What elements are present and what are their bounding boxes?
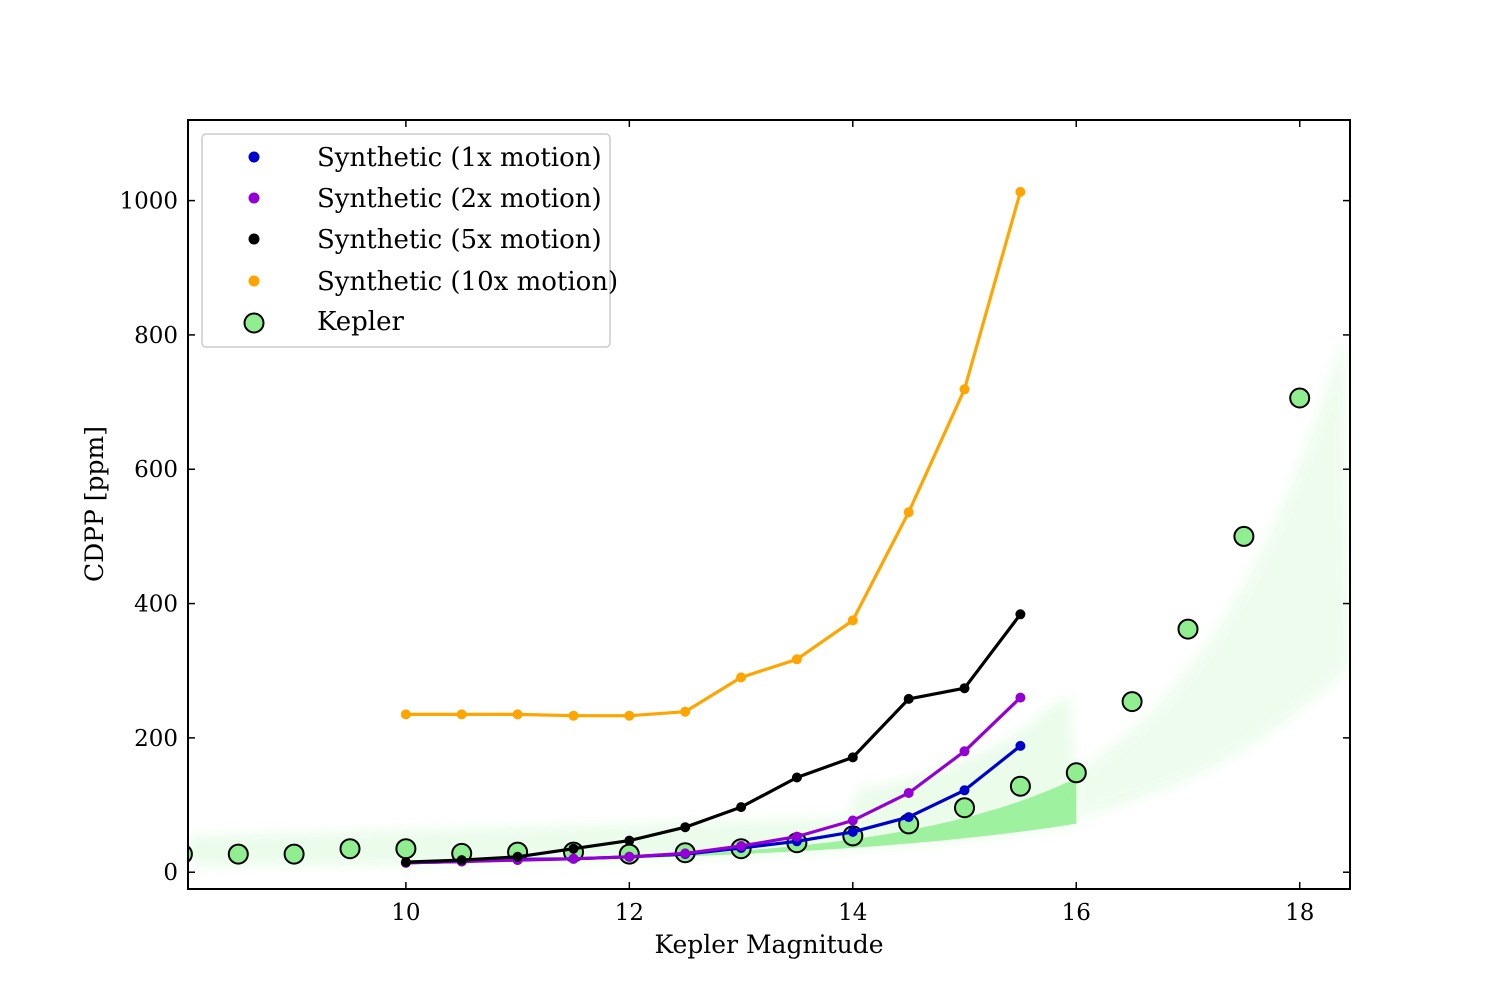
legend-label-5x: Synthetic (5x motion) <box>317 225 602 255</box>
data-point-1-6 <box>736 841 747 851</box>
legend-entry-2x: Synthetic (2x motion) <box>248 184 602 214</box>
x-tick-label-1: 12 <box>615 900 644 926</box>
data-point-3-11 <box>1015 186 1026 197</box>
legend: Synthetic (1x motion) Synthetic (2x moti… <box>201 133 618 348</box>
kepler-point-16 <box>1065 762 1087 784</box>
data-point-3-9 <box>903 507 914 518</box>
data-point-1-8 <box>847 815 858 826</box>
y-tick-label-5: 1000 <box>119 189 178 215</box>
y-axis-label: CDPP [ppm] <box>80 426 109 582</box>
y-axis-ticks: 0 200 400 600 800 1000 <box>119 189 1350 886</box>
kepler-point-15 <box>1009 775 1031 797</box>
data-point-3-0 <box>400 709 411 720</box>
data-point-1-5 <box>680 848 691 859</box>
data-point-2-11 <box>1015 609 1026 620</box>
legend-entry-1x: Synthetic (1x motion) <box>248 143 602 173</box>
series-line-2 <box>405 613 1022 864</box>
data-point-2-9 <box>903 693 914 704</box>
legend-entry-5x: Synthetic (5x motion) <box>248 225 602 255</box>
legend-marker-kepler <box>243 312 265 334</box>
data-point-2-10 <box>959 683 970 694</box>
data-point-0-8 <box>847 826 858 837</box>
data-point-3-6 <box>736 672 747 683</box>
legend-marker-2x <box>248 192 260 204</box>
plot-frame <box>187 119 1351 890</box>
data-point-3-2 <box>512 709 523 720</box>
kepler-point-19 <box>1233 525 1255 547</box>
y-tick-label-4: 800 <box>134 323 178 349</box>
data-point-3-7 <box>791 654 802 665</box>
data-point-0-11 <box>1015 740 1026 751</box>
kepler-point-17 <box>1121 691 1143 713</box>
data-point-3-1 <box>456 709 467 720</box>
series-line-3 <box>405 191 1022 718</box>
series-2 <box>400 609 1026 868</box>
legend-box <box>201 133 611 348</box>
legend-entry-kepler: Kepler <box>243 307 404 337</box>
y-tick-label-1: 200 <box>134 726 178 752</box>
data-point-1-4 <box>624 851 635 862</box>
legend-marker-1x <box>248 151 260 163</box>
data-point-2-5 <box>680 822 691 833</box>
x-tick-label-2: 14 <box>838 900 867 926</box>
legend-label-2x: Synthetic (2x motion) <box>317 184 602 214</box>
data-point-0-9 <box>903 812 914 823</box>
x-tick-label-4: 18 <box>1285 900 1314 926</box>
data-point-2-3 <box>568 843 579 854</box>
data-point-3-4 <box>624 710 635 721</box>
data-point-1-10 <box>959 746 970 757</box>
kepler-point-20 <box>1289 387 1311 409</box>
data-point-2-4 <box>624 835 635 846</box>
data-point-2-2 <box>512 851 523 862</box>
data-point-0-10 <box>959 785 970 796</box>
y-tick-label-3: 600 <box>134 457 178 483</box>
data-point-2-6 <box>736 802 747 813</box>
x-tick-label-3: 16 <box>1062 900 1091 926</box>
series-layer <box>188 186 1311 868</box>
data-point-1-7 <box>791 831 802 842</box>
legend-marker-5x <box>248 233 260 245</box>
y-tick-label-2: 400 <box>134 592 178 618</box>
kepler-point-4 <box>395 838 417 860</box>
x-tick-label-0: 10 <box>391 900 420 926</box>
kepler-cloud-core <box>461 778 1077 862</box>
x-axis-ticks: 10 12 14 16 18 <box>391 120 1314 926</box>
data-point-3-10 <box>959 384 970 395</box>
data-point-3-5 <box>680 706 691 717</box>
data-point-3-8 <box>847 615 858 626</box>
series-3 <box>400 186 1026 721</box>
data-point-2-7 <box>791 772 802 783</box>
kepler-point-2 <box>283 843 305 865</box>
legend-marker-10x <box>248 275 260 287</box>
data-point-1-9 <box>903 788 914 798</box>
legend-label-1x: Synthetic (1x motion) <box>317 143 602 173</box>
legend-label-kepler: Kepler <box>317 307 404 337</box>
kepler-point-14 <box>954 797 975 819</box>
series-line-1 <box>405 696 1022 865</box>
data-point-1-3 <box>568 853 579 864</box>
data-point-3-3 <box>568 710 579 721</box>
kepler-point-1 <box>227 843 249 865</box>
data-point-1-11 <box>1015 692 1026 703</box>
kepler-point-3 <box>339 838 361 860</box>
legend-entry-10x: Synthetic (10x motion) <box>248 267 618 297</box>
kepler-cloud-tail <box>1076 331 1350 817</box>
y-tick-label-0: 0 <box>163 860 178 886</box>
data-point-2-1 <box>456 855 467 866</box>
data-point-2-8 <box>847 752 858 763</box>
data-point-2-0 <box>400 857 411 868</box>
kepler-point-18 <box>1177 618 1199 640</box>
legend-label-10x: Synthetic (10x motion) <box>317 267 618 297</box>
x-axis-label: Kepler Magnitude <box>654 930 883 959</box>
